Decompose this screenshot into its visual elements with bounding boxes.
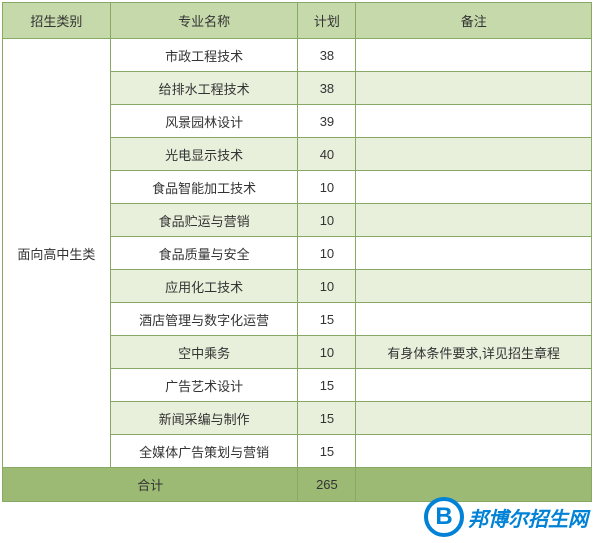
plan-cell: 15 (298, 369, 356, 402)
watermark: B 邦博尔招生网 (424, 497, 588, 537)
remark-cell (356, 105, 592, 138)
major-cell: 给排水工程技术 (110, 72, 298, 105)
plan-cell: 38 (298, 39, 356, 72)
plan-cell: 38 (298, 72, 356, 105)
plan-cell: 40 (298, 138, 356, 171)
category-cell: 面向高中生类 (3, 39, 111, 468)
major-cell: 广告艺术设计 (110, 369, 298, 402)
total-label: 合计 (3, 468, 298, 502)
major-cell: 食品智能加工技术 (110, 171, 298, 204)
remark-cell (356, 303, 592, 336)
header-remark: 备注 (356, 3, 592, 39)
remark-cell (356, 369, 592, 402)
plan-cell: 15 (298, 402, 356, 435)
remark-cell (356, 204, 592, 237)
major-cell: 风景园林设计 (110, 105, 298, 138)
remark-cell (356, 171, 592, 204)
major-cell: 空中乘务 (110, 336, 298, 369)
admission-table: 招生类别 专业名称 计划 备注 面向高中生类 市政工程技术 38 给排水工程技术… (2, 2, 592, 502)
major-cell: 光电显示技术 (110, 138, 298, 171)
logo-icon: B (424, 497, 464, 537)
header-category: 招生类别 (3, 3, 111, 39)
plan-cell: 10 (298, 270, 356, 303)
plan-cell: 15 (298, 435, 356, 468)
major-cell: 食品贮运与营销 (110, 204, 298, 237)
major-cell: 全媒体广告策划与营销 (110, 435, 298, 468)
plan-cell: 10 (298, 171, 356, 204)
header-row: 招生类别 专业名称 计划 备注 (3, 3, 592, 39)
remark-cell (356, 402, 592, 435)
remark-cell (356, 435, 592, 468)
major-cell: 酒店管理与数字化运营 (110, 303, 298, 336)
plan-cell: 10 (298, 204, 356, 237)
plan-cell: 10 (298, 336, 356, 369)
header-plan: 计划 (298, 3, 356, 39)
remark-cell: 有身体条件要求,详见招生章程 (356, 336, 592, 369)
plan-cell: 15 (298, 303, 356, 336)
table-row: 面向高中生类 市政工程技术 38 (3, 39, 592, 72)
major-cell: 市政工程技术 (110, 39, 298, 72)
total-value: 265 (298, 468, 356, 502)
remark-cell (356, 72, 592, 105)
major-cell: 应用化工技术 (110, 270, 298, 303)
header-major: 专业名称 (110, 3, 298, 39)
major-cell: 食品质量与安全 (110, 237, 298, 270)
watermark-text: 邦博尔招生网 (468, 503, 588, 532)
plan-cell: 39 (298, 105, 356, 138)
table-body: 面向高中生类 市政工程技术 38 给排水工程技术 38 风景园林设计 39 光电… (3, 39, 592, 502)
remark-cell (356, 138, 592, 171)
major-cell: 新闻采编与制作 (110, 402, 298, 435)
plan-cell: 10 (298, 237, 356, 270)
remark-cell (356, 39, 592, 72)
remark-cell (356, 270, 592, 303)
logo-letter: B (435, 503, 452, 531)
remark-cell (356, 237, 592, 270)
